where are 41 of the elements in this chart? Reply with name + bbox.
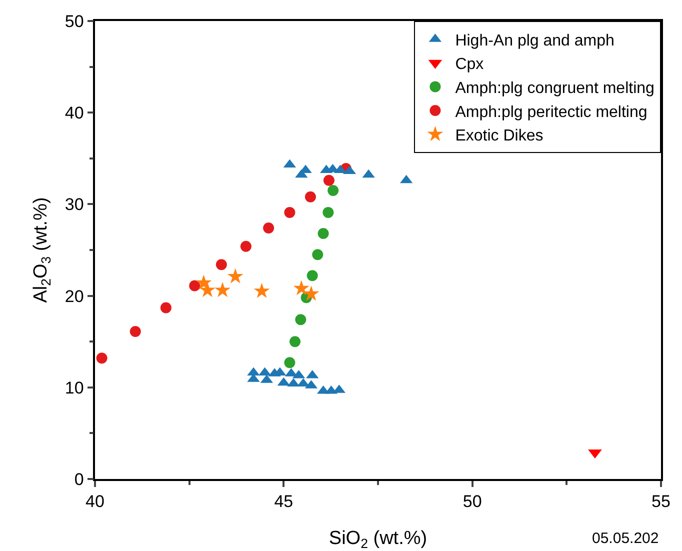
x-tick-label: 55: [652, 492, 670, 512]
point: [328, 184, 339, 196]
x-axis-title: SiO$_{2}$ (wt.%): [328, 528, 428, 551]
text: 05.05.202: [592, 530, 659, 547]
point: [214, 282, 231, 298]
x-tick-label: 50: [462, 492, 482, 512]
point: [199, 282, 216, 298]
point: [289, 336, 300, 348]
point: [306, 270, 318, 282]
y-tick-label: 10: [64, 378, 84, 398]
point: [240, 240, 252, 252]
legend-label: Exotic Dikes: [455, 128, 544, 145]
point: [304, 191, 316, 202]
point: [284, 357, 296, 368]
point: [284, 206, 296, 218]
point: [254, 282, 270, 298]
point: [303, 286, 320, 301]
point: [293, 280, 310, 296]
y-tick-label: 50: [64, 12, 84, 31]
y-tick-label: 30: [64, 195, 84, 214]
point: [322, 206, 334, 218]
x-tick-label: 45: [274, 492, 294, 512]
point: [130, 326, 141, 338]
point: [318, 228, 329, 240]
legend-label: High-An plg and amph: [455, 32, 614, 50]
point: [312, 249, 324, 260]
point: [216, 259, 227, 270]
legend-label: Cpx: [455, 56, 484, 74]
legend-label: Amph:plg congruent melting: [455, 80, 654, 97]
point: [295, 314, 306, 326]
y-tick-label: 40: [64, 104, 84, 123]
point: [96, 352, 108, 364]
point: [323, 174, 334, 186]
point: [227, 268, 244, 284]
y-tick-label: 0: [74, 470, 84, 489]
legend-label: Amph:plg peritectic melting: [455, 104, 648, 121]
x-tick-label: 40: [86, 492, 104, 512]
y-tick-label: 20: [64, 286, 84, 306]
point: [263, 222, 274, 234]
point: [160, 302, 172, 314]
point: [189, 280, 200, 292]
